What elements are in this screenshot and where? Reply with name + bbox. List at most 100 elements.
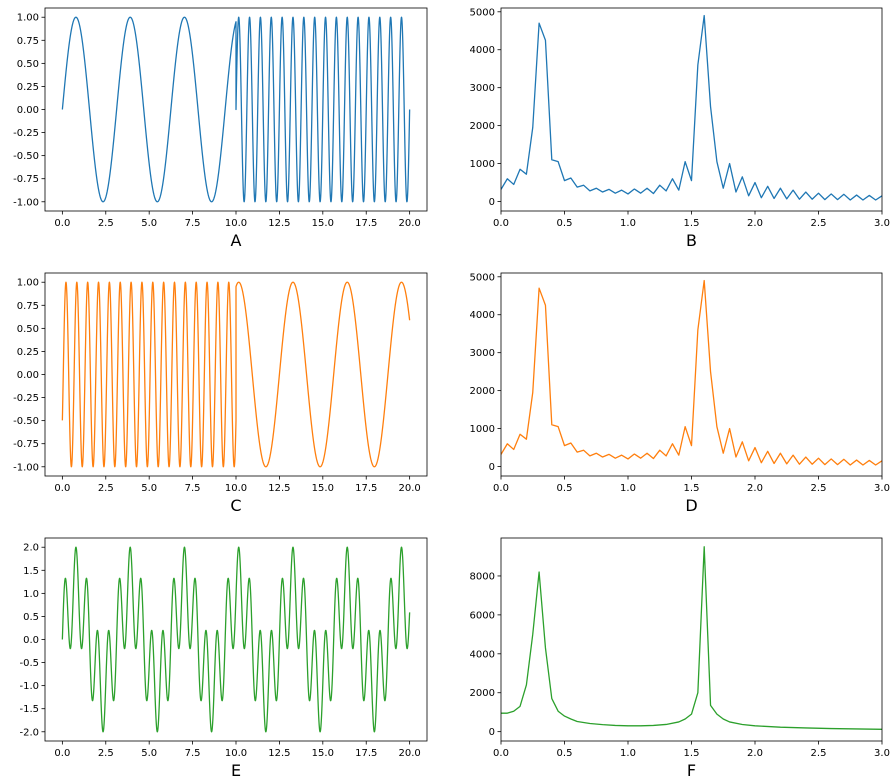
- x-tick-label: 10.0: [225, 483, 247, 494]
- panel-c: 0.0 2.5 5.0 7.5 10.0 12.5 15.0 17.5 20.0 -1.00 -0.…: [13, 272, 428, 515]
- y-tick-label: 1.00: [17, 278, 39, 289]
- panel-f: 0.0 0.5 1.0 1.5 2.0 2.5 3.0 0 2000 4000 6000 8000 F: [470, 537, 890, 780]
- panel-label-d: D: [685, 496, 697, 515]
- panel-d: 0.0 0.5 1.0 1.5 2.0 2.5 3.0 0 1000 2000 3000 4000 50…: [470, 272, 890, 515]
- x-tick-label: 1.5: [684, 748, 700, 759]
- y-tick-label: -0.50: [13, 151, 39, 162]
- panel-label-b: B: [686, 231, 697, 250]
- y-tick-label: 0.00: [17, 105, 39, 116]
- panel-e: 0.0 2.5 5.0 7.5 10.0 12.5 15.0 17.5 20.0 -2.0 -1.5…: [19, 537, 428, 780]
- x-tick-label: 17.5: [355, 748, 377, 759]
- x-tick-label: 12.5: [268, 748, 290, 759]
- y-tick-label: -0.25: [13, 128, 39, 139]
- y-tick-label: 0.25: [17, 347, 39, 358]
- x-tick-label: 2.5: [811, 483, 827, 494]
- x-tick-label: 7.5: [185, 218, 201, 229]
- y-tick-label: -2.0: [19, 727, 39, 738]
- x-tick-label: 0.0: [493, 218, 509, 229]
- x-tick-label: 1.5: [684, 218, 700, 229]
- y-tick-label: -1.00: [13, 197, 39, 208]
- y-tick-label: 4000: [470, 45, 495, 56]
- y-tick-label: 0.50: [17, 324, 39, 335]
- y-tick-label: 2000: [470, 121, 495, 132]
- y-tick-label: 4000: [470, 649, 495, 660]
- y-tick-label: 5000: [470, 272, 495, 283]
- x-tick-label: 2.5: [98, 748, 114, 759]
- x-tick-label: 15.0: [312, 748, 334, 759]
- x-tick-label: 10.0: [225, 748, 247, 759]
- panel-label-e: E: [231, 761, 241, 780]
- x-tick-label: 2.0: [747, 748, 763, 759]
- y-tick-label: 0.25: [17, 82, 39, 93]
- x-tick-label: 0.5: [557, 483, 573, 494]
- y-tick-label: -1.5: [19, 704, 39, 715]
- x-tick-label: 2.5: [811, 748, 827, 759]
- panel-label-f: F: [687, 761, 696, 780]
- y-tick-label: 1.00: [17, 13, 39, 24]
- y-tick-label: 0.0: [23, 635, 39, 646]
- y-tick-label: 0: [489, 727, 495, 738]
- x-tick-label: 2.0: [747, 218, 763, 229]
- x-tick-label: 15.0: [312, 218, 334, 229]
- x-tick-label: 2.0: [747, 483, 763, 494]
- x-tick-label: 20.0: [399, 218, 421, 229]
- x-tick-label: 15.0: [312, 483, 334, 494]
- x-tick-label: 0.0: [54, 748, 70, 759]
- x-tick-label: 3.0: [874, 483, 890, 494]
- y-tick-label: 8000: [470, 571, 495, 582]
- x-tick-label: 0.0: [54, 483, 70, 494]
- y-tick-label: 2.0: [23, 543, 39, 554]
- y-tick-label: 0: [489, 462, 495, 473]
- y-tick-label: -0.5: [19, 658, 39, 669]
- y-tick-label: -1.0: [19, 681, 39, 692]
- x-tick-label: 20.0: [399, 483, 421, 494]
- y-tick-label: 0.75: [17, 36, 39, 47]
- series-line-a: [61, 16, 411, 203]
- x-tick-label: 2.5: [98, 483, 114, 494]
- y-tick-label: 1000: [470, 424, 495, 435]
- x-tick-label: 5.0: [141, 483, 157, 494]
- y-tick-label: 0.00: [17, 370, 39, 381]
- y-tick-label: 0.75: [17, 301, 39, 312]
- x-tick-label: 1.5: [684, 483, 700, 494]
- x-tick-label: 1.0: [620, 748, 636, 759]
- x-tick-label: 0.0: [493, 748, 509, 759]
- y-tick-label: 0.50: [17, 59, 39, 70]
- x-tick-label: 3.0: [874, 218, 890, 229]
- y-tick-label: 2000: [470, 688, 495, 699]
- x-tick-label: 10.0: [225, 218, 247, 229]
- x-tick-label: 2.5: [98, 218, 114, 229]
- y-tick-label: -0.50: [13, 416, 39, 427]
- y-tick-label: -0.75: [13, 439, 39, 450]
- x-tick-label: 7.5: [185, 748, 201, 759]
- x-tick-label: 17.5: [355, 218, 377, 229]
- y-tick-label: 1.5: [23, 566, 39, 577]
- series-line-c: [61, 281, 411, 468]
- x-tick-label: 17.5: [355, 483, 377, 494]
- series-line-b: [501, 14, 882, 201]
- x-tick-label: 0.0: [493, 483, 509, 494]
- y-tick-label: 0.5: [23, 612, 39, 623]
- x-tick-label: 7.5: [185, 483, 201, 494]
- x-tick-label: 12.5: [268, 483, 290, 494]
- y-tick-label: 4000: [470, 310, 495, 321]
- x-tick-label: 1.0: [620, 218, 636, 229]
- x-tick-label: 0.5: [557, 218, 573, 229]
- y-tick-label: 0: [489, 197, 495, 208]
- y-tick-label: -1.00: [13, 462, 39, 473]
- x-tick-label: 12.5: [268, 218, 290, 229]
- series-line-e: [61, 546, 411, 733]
- x-tick-label: 20.0: [399, 748, 421, 759]
- x-tick-label: 3.0: [874, 748, 890, 759]
- panel-label-c: C: [230, 496, 241, 515]
- y-tick-label: 1.0: [23, 589, 39, 600]
- y-tick-label: 6000: [470, 610, 495, 621]
- y-tick-label: -0.25: [13, 393, 39, 404]
- x-tick-label: 5.0: [141, 218, 157, 229]
- series-line-f: [501, 546, 882, 730]
- x-tick-label: 0.5: [557, 748, 573, 759]
- panel-a: 0.0 2.5 5.0 7.5 10.0 12.5 15.0 17.5 20.0 -1.00 -0.…: [13, 7, 428, 250]
- x-tick-label: 5.0: [141, 748, 157, 759]
- x-tick-label: 0.0: [54, 218, 70, 229]
